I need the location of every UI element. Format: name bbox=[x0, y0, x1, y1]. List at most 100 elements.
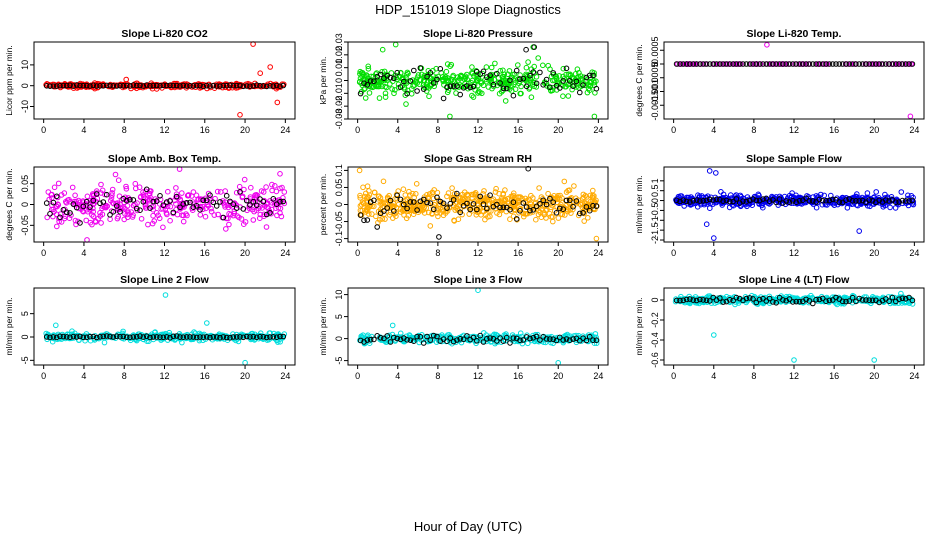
y-tick-label: 10 bbox=[20, 60, 30, 70]
outlier-point bbox=[392, 41, 399, 48]
data-point bbox=[70, 201, 77, 207]
data-point bbox=[101, 339, 108, 346]
data-point bbox=[415, 72, 422, 78]
data-point bbox=[823, 61, 829, 67]
data-point bbox=[110, 209, 117, 215]
outlier-point bbox=[53, 322, 59, 329]
data-point bbox=[167, 198, 173, 204]
data-point bbox=[507, 77, 513, 84]
y-tick-label: 0 bbox=[20, 83, 30, 88]
data-point bbox=[90, 213, 97, 220]
data-point bbox=[776, 61, 783, 67]
series-raw bbox=[357, 287, 600, 366]
x-axis: 0 4 8 12 16 20 24 bbox=[355, 365, 603, 381]
data-point bbox=[766, 61, 773, 67]
x-tick-label: 24 bbox=[593, 371, 603, 381]
outlier-point bbox=[871, 357, 878, 363]
x-tick-label: 20 bbox=[869, 371, 879, 381]
outlier-point bbox=[274, 99, 281, 106]
data-point bbox=[806, 61, 813, 67]
y-tick-label: 0 bbox=[20, 334, 30, 339]
data-point bbox=[109, 192, 115, 198]
data-point bbox=[401, 78, 407, 85]
y-axis-label: degrees C per min. bbox=[634, 44, 644, 116]
data-point bbox=[145, 221, 151, 228]
x-tick-label: 12 bbox=[789, 371, 799, 381]
data-point bbox=[527, 72, 533, 79]
data-point bbox=[899, 61, 906, 67]
y-tick-label: -0.05 bbox=[20, 215, 30, 236]
data-point bbox=[494, 70, 500, 77]
data-point bbox=[197, 212, 204, 218]
x-tick-label: 8 bbox=[751, 125, 756, 135]
data-point bbox=[578, 76, 584, 82]
data-point bbox=[497, 80, 503, 86]
data-point bbox=[222, 188, 228, 194]
data-point bbox=[97, 200, 103, 207]
data-point bbox=[697, 61, 703, 67]
data-point bbox=[536, 185, 542, 191]
data-point bbox=[47, 211, 53, 217]
outlier-point bbox=[447, 113, 453, 120]
data-point bbox=[418, 71, 425, 78]
data-point bbox=[230, 82, 237, 89]
data-point bbox=[114, 202, 121, 208]
data-point bbox=[124, 211, 131, 218]
data-point bbox=[93, 191, 100, 197]
data-point bbox=[108, 195, 115, 201]
data-point bbox=[113, 83, 120, 89]
data-point bbox=[450, 83, 457, 89]
data-points bbox=[672, 290, 916, 363]
y-tick-label: 0.05 bbox=[334, 179, 344, 197]
data-point bbox=[411, 82, 418, 88]
data-point bbox=[365, 63, 372, 70]
data-point bbox=[250, 217, 257, 223]
data-point bbox=[490, 81, 497, 88]
x-tick-label: 8 bbox=[751, 248, 756, 258]
y-tick-label: 0 bbox=[334, 202, 344, 207]
data-point bbox=[414, 88, 420, 94]
data-point bbox=[90, 197, 97, 204]
plot-frame bbox=[663, 41, 925, 120]
x-tick-label: 20 bbox=[553, 125, 563, 135]
series-raw bbox=[43, 292, 288, 366]
data-point bbox=[483, 64, 490, 70]
data-point bbox=[193, 192, 200, 199]
data-point bbox=[417, 76, 424, 83]
data-point bbox=[571, 183, 577, 189]
data-point bbox=[687, 61, 693, 67]
data-point bbox=[73, 204, 80, 211]
data-point bbox=[43, 83, 50, 89]
y-tick-label: 0 bbox=[334, 336, 344, 341]
outlier-point bbox=[257, 70, 264, 76]
outlier-point bbox=[706, 168, 713, 174]
data-point bbox=[793, 61, 800, 67]
data-point bbox=[157, 83, 163, 89]
data-point bbox=[124, 208, 131, 214]
data-point bbox=[107, 212, 113, 218]
data-point bbox=[590, 187, 596, 194]
x-tick-label: 20 bbox=[869, 125, 879, 135]
data-point bbox=[480, 68, 487, 75]
data-point bbox=[163, 199, 170, 205]
x-tick-label: 24 bbox=[909, 248, 919, 258]
data-point bbox=[70, 83, 77, 89]
data-point bbox=[46, 196, 53, 203]
data-point bbox=[217, 83, 223, 89]
data-point bbox=[582, 82, 588, 89]
data-point bbox=[783, 61, 790, 67]
panels-grid: Slope Li-820 CO2 Licor ppm per min. 0 4 8 12 1… bbox=[4, 28, 925, 381]
data-point bbox=[496, 90, 503, 97]
data-point bbox=[398, 69, 404, 76]
x-axis: 0 4 8 12 16 20 24 bbox=[671, 119, 919, 135]
outlier-point bbox=[531, 44, 538, 50]
data-point bbox=[197, 82, 203, 89]
data-point bbox=[550, 218, 556, 225]
x-tick-label: 0 bbox=[41, 248, 46, 258]
data-point bbox=[270, 83, 277, 89]
data-point bbox=[87, 83, 93, 89]
data-point bbox=[220, 82, 227, 89]
data-point bbox=[400, 186, 407, 192]
